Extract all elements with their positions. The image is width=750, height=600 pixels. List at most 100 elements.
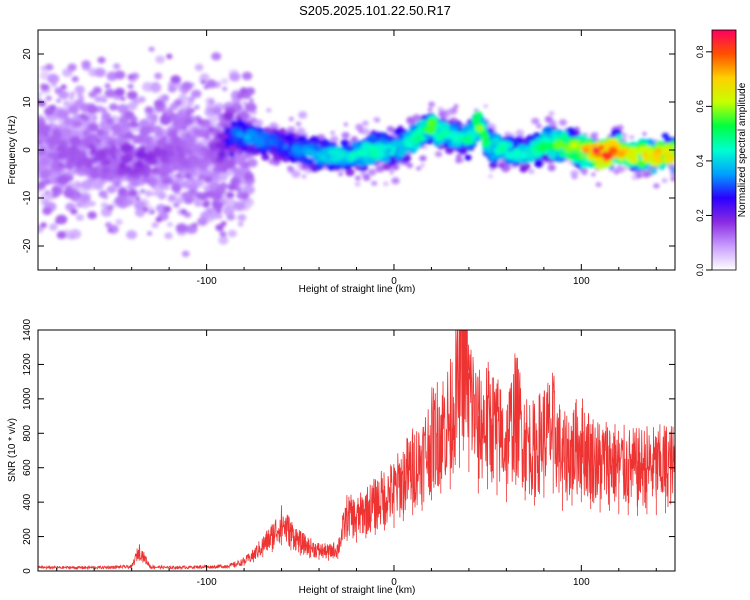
- spectrogram-cell: [89, 170, 101, 179]
- spectrogram-cell: [565, 127, 576, 136]
- spectrogram-cell: [51, 192, 59, 198]
- spectrogram-cell: [220, 221, 227, 227]
- snr-y-tick-label: 1000: [22, 387, 33, 410]
- spectrogram-cell: [205, 207, 214, 215]
- spectrogram-cell: [148, 46, 155, 52]
- spectrogram-cell: [63, 100, 69, 106]
- spectrogram-cell: [193, 129, 203, 137]
- spectrogram-cell: [40, 66, 47, 71]
- spectrogram-cell: [403, 140, 411, 147]
- spectrogram-cell: [348, 156, 356, 163]
- spectrogram-cell: [60, 84, 67, 90]
- spectrogram-cell: [222, 86, 228, 92]
- spectrogram-cell: [105, 172, 116, 181]
- spectrogram-cell: [296, 127, 306, 135]
- snr-x-axis-label: Height of straight line (km): [299, 585, 416, 596]
- spectrogram-cell: [489, 161, 498, 169]
- spectrogram-cell: [43, 132, 49, 137]
- spectrogram-cell: [181, 125, 187, 131]
- spectrogram-cell: [56, 109, 69, 120]
- spectrogram-cell: [84, 160, 94, 168]
- spectrogram-cell: [350, 141, 360, 149]
- spectrogram-cell: [114, 87, 125, 97]
- spectrogram-cell: [44, 179, 51, 185]
- spectrogram-cell: [230, 120, 237, 125]
- spectrogram-cell: [135, 149, 147, 160]
- spectrogram-cell: [194, 105, 200, 110]
- spectrogram-cell: [628, 151, 635, 157]
- spectrogram-cell: [241, 71, 253, 81]
- spectrogram-cell: [157, 191, 167, 200]
- spectrogram-cell: [357, 151, 363, 157]
- spectrogram-cell: [244, 134, 251, 140]
- spectrogram-cell: [75, 182, 82, 188]
- snr-y-tick-label: 400: [22, 493, 33, 510]
- spectrogram-cell: [207, 108, 213, 113]
- spectrogram-cell: [341, 132, 350, 139]
- spectrogram-cell: [212, 201, 224, 211]
- spectrogram-cell: [131, 167, 141, 176]
- colorbar-scale: [711, 29, 737, 271]
- spectrogram-cell: [295, 121, 302, 127]
- spectrogram-cell: [247, 139, 254, 145]
- spectrogram-cell: [339, 169, 345, 174]
- spectrogram-cell: [306, 149, 316, 157]
- spectrogram-cell: [168, 85, 177, 93]
- spectrogram-cell: [81, 60, 91, 69]
- spectrogram-cell: [385, 143, 393, 150]
- spectrogram-y-tick-label: 0: [22, 147, 33, 153]
- spectrogram-cell: [481, 134, 488, 139]
- spectrogram-cell: [243, 171, 254, 181]
- spectrogram-cell: [151, 81, 161, 90]
- spectrogram-cell: [534, 159, 544, 168]
- spectrogram-cell: [205, 79, 217, 89]
- spectrogram-cell: [156, 138, 166, 147]
- spectrogram-cell: [155, 125, 162, 131]
- spectrogram-cell: [143, 153, 155, 162]
- spectrogram-cell: [324, 140, 332, 147]
- spectrogram-cell: [595, 182, 602, 188]
- spectrogram-cell: [579, 153, 586, 159]
- spectrogram-cell: [453, 104, 459, 109]
- spectrogram-cell: [45, 63, 54, 71]
- spectrogram-cell: [354, 181, 361, 187]
- spectrogram-cell: [104, 83, 111, 89]
- spectrogram-cell: [338, 172, 343, 177]
- spectrogram-cell: [436, 131, 446, 141]
- spectrogram-cell: [228, 152, 235, 158]
- spectrogram-cell: [593, 147, 600, 153]
- spectrogram-cell: [129, 121, 138, 128]
- spectrogram-cell: [184, 196, 194, 205]
- spectrogram-cell: [642, 171, 651, 178]
- spectrogram-cell: [186, 149, 193, 155]
- snr-y-tick-label: 1400: [22, 318, 33, 341]
- figure-title: S205.2025.101.22.50.R17: [299, 3, 451, 18]
- spectrogram-cell: [548, 111, 555, 116]
- spectrogram-cell: [115, 218, 123, 226]
- spectrogram-cell: [159, 115, 168, 122]
- spectrogram-cell: [389, 170, 394, 175]
- spectrogram-cell: [266, 108, 272, 113]
- spectrogram-cell: [175, 223, 188, 234]
- spectrogram-cell: [38, 139, 43, 145]
- spectrogram-cell: [153, 99, 165, 109]
- spectrogram-cell: [203, 191, 212, 199]
- spectrogram-cell: [185, 132, 191, 138]
- spectrogram-cell: [137, 96, 146, 103]
- spectrogram-cell: [191, 222, 198, 228]
- spectrogram-y-tick-label: 20: [22, 48, 33, 60]
- spectrogram-cell: [207, 126, 216, 134]
- spectrogram-cell: [343, 122, 348, 127]
- spectrogram-cell: [202, 201, 211, 208]
- spectrogram-cell: [354, 175, 361, 181]
- spectrogram-cell: [63, 117, 75, 127]
- spectrogram-cell: [75, 214, 84, 221]
- spectrogram-cell: [188, 188, 198, 196]
- spectrogram-cell: [123, 166, 132, 173]
- spectrogram-cell: [87, 104, 98, 114]
- spectrogram-cell: [181, 250, 190, 257]
- spectrogram-cell: [117, 187, 128, 196]
